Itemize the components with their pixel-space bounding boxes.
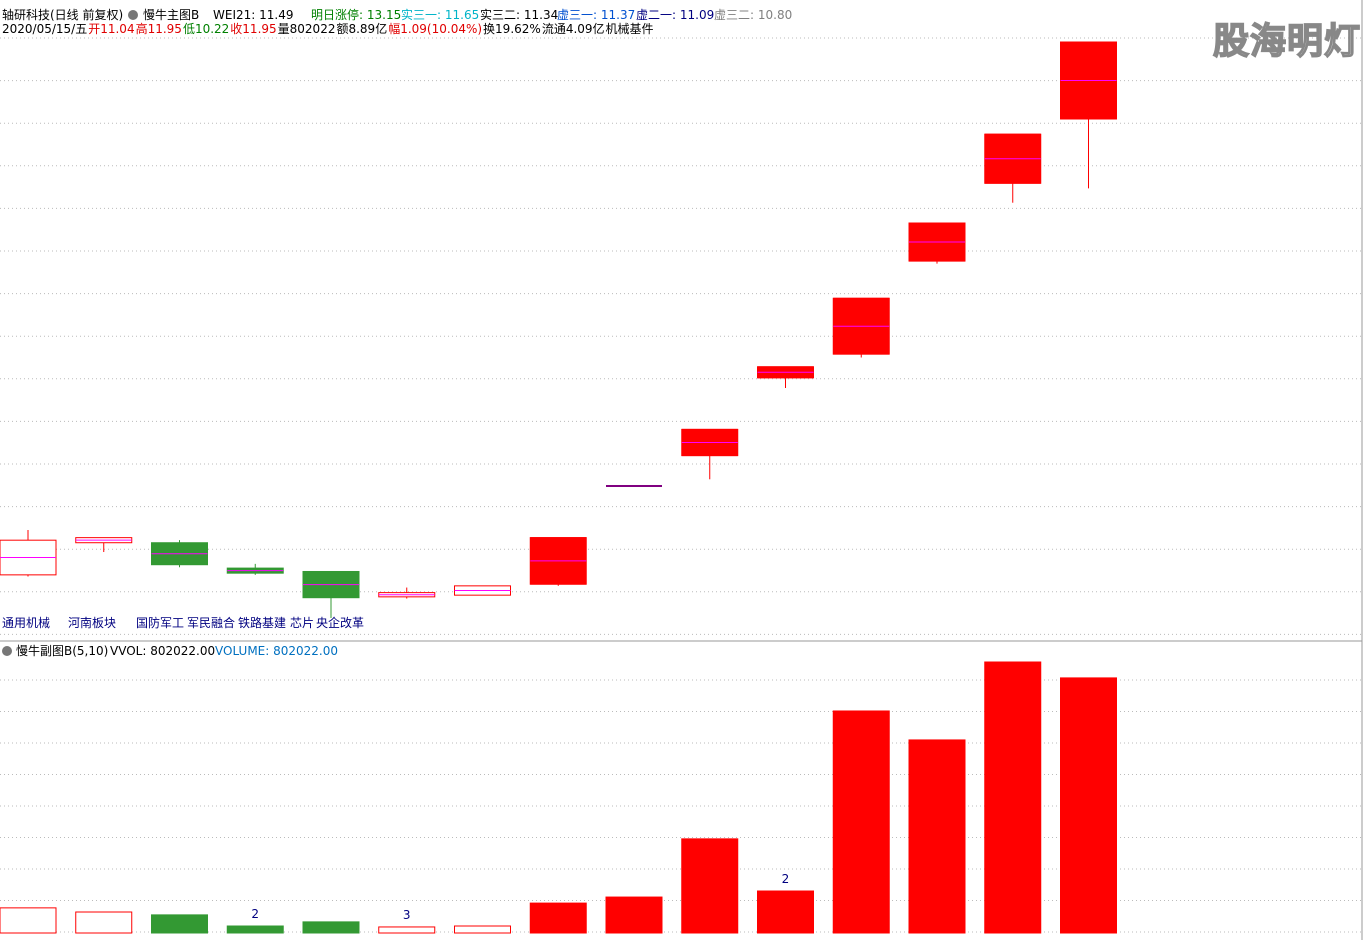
volume-bar	[1060, 677, 1117, 934]
quote-item: 额8.89亿	[336, 22, 388, 36]
sector-label: 军民融合	[187, 616, 236, 630]
sector-label: 国防军工	[136, 616, 185, 630]
volume-bar	[151, 914, 208, 934]
indicator-label: 慢牛副图B(5,10)	[16, 644, 109, 658]
watermark: 股海明灯	[1212, 20, 1362, 63]
quote-item: 收11.95	[230, 22, 277, 36]
quote-item: 机械基件	[605, 22, 654, 36]
quote-item: 低10.22	[182, 22, 230, 36]
volume-bar	[984, 661, 1042, 934]
sector-label: 通用机械	[2, 616, 51, 630]
sector-label: 央企改革	[316, 616, 365, 630]
header-item: 虚三一: 11.37	[557, 8, 636, 22]
volume-bar	[908, 739, 966, 934]
indicator-label: VVOL: 802022.00	[110, 644, 216, 658]
volume-annotation: 2	[251, 907, 259, 921]
volume-annotation: 3	[403, 908, 411, 922]
menu-icon[interactable]	[128, 10, 138, 20]
quote-item: 高11.95	[135, 22, 182, 36]
header-item: 明日涨停: 13.15	[311, 8, 402, 22]
header-item: 轴研科技(日线 前复权)	[2, 8, 124, 22]
menu-icon[interactable]	[2, 646, 12, 656]
volume-bar	[226, 925, 284, 934]
quote-item: 2020/05/15/五	[2, 22, 88, 36]
volume-bar	[681, 838, 739, 934]
sector-label: 河南板块	[68, 616, 117, 630]
header-item: WEI21: 11.49	[213, 8, 294, 22]
volume-bar	[454, 925, 511, 934]
header-item: 慢牛主图B	[143, 8, 200, 22]
volume-annotation: 2	[782, 872, 790, 886]
quote-item: 换19.62%	[483, 22, 541, 36]
indicator-label: VOLUME: 802022.00	[215, 644, 338, 658]
header-item: 虚三二: 10.80	[714, 8, 793, 22]
header-item: 实三一: 11.65	[401, 8, 480, 22]
volume-bar	[75, 911, 133, 934]
volume-bar	[302, 921, 360, 934]
volume-bar	[378, 926, 436, 934]
volume-bar	[832, 710, 890, 934]
volume-bar	[0, 907, 57, 934]
quote-item: 量802022	[277, 22, 336, 36]
header-item: 实三二: 11.34	[480, 8, 559, 22]
quote-item: 开11.04	[88, 22, 135, 36]
volume-bar	[757, 890, 814, 934]
quote-item: 幅1.09(10.04%)	[388, 22, 483, 36]
volume-bar	[529, 902, 587, 934]
volume-bar	[605, 896, 663, 934]
sector-label: 芯片	[290, 616, 315, 630]
sector-label: 铁路基建	[238, 616, 287, 630]
quote-item: 流通4.09亿	[541, 22, 605, 36]
header-item: 虚二一: 11.09	[636, 8, 715, 22]
